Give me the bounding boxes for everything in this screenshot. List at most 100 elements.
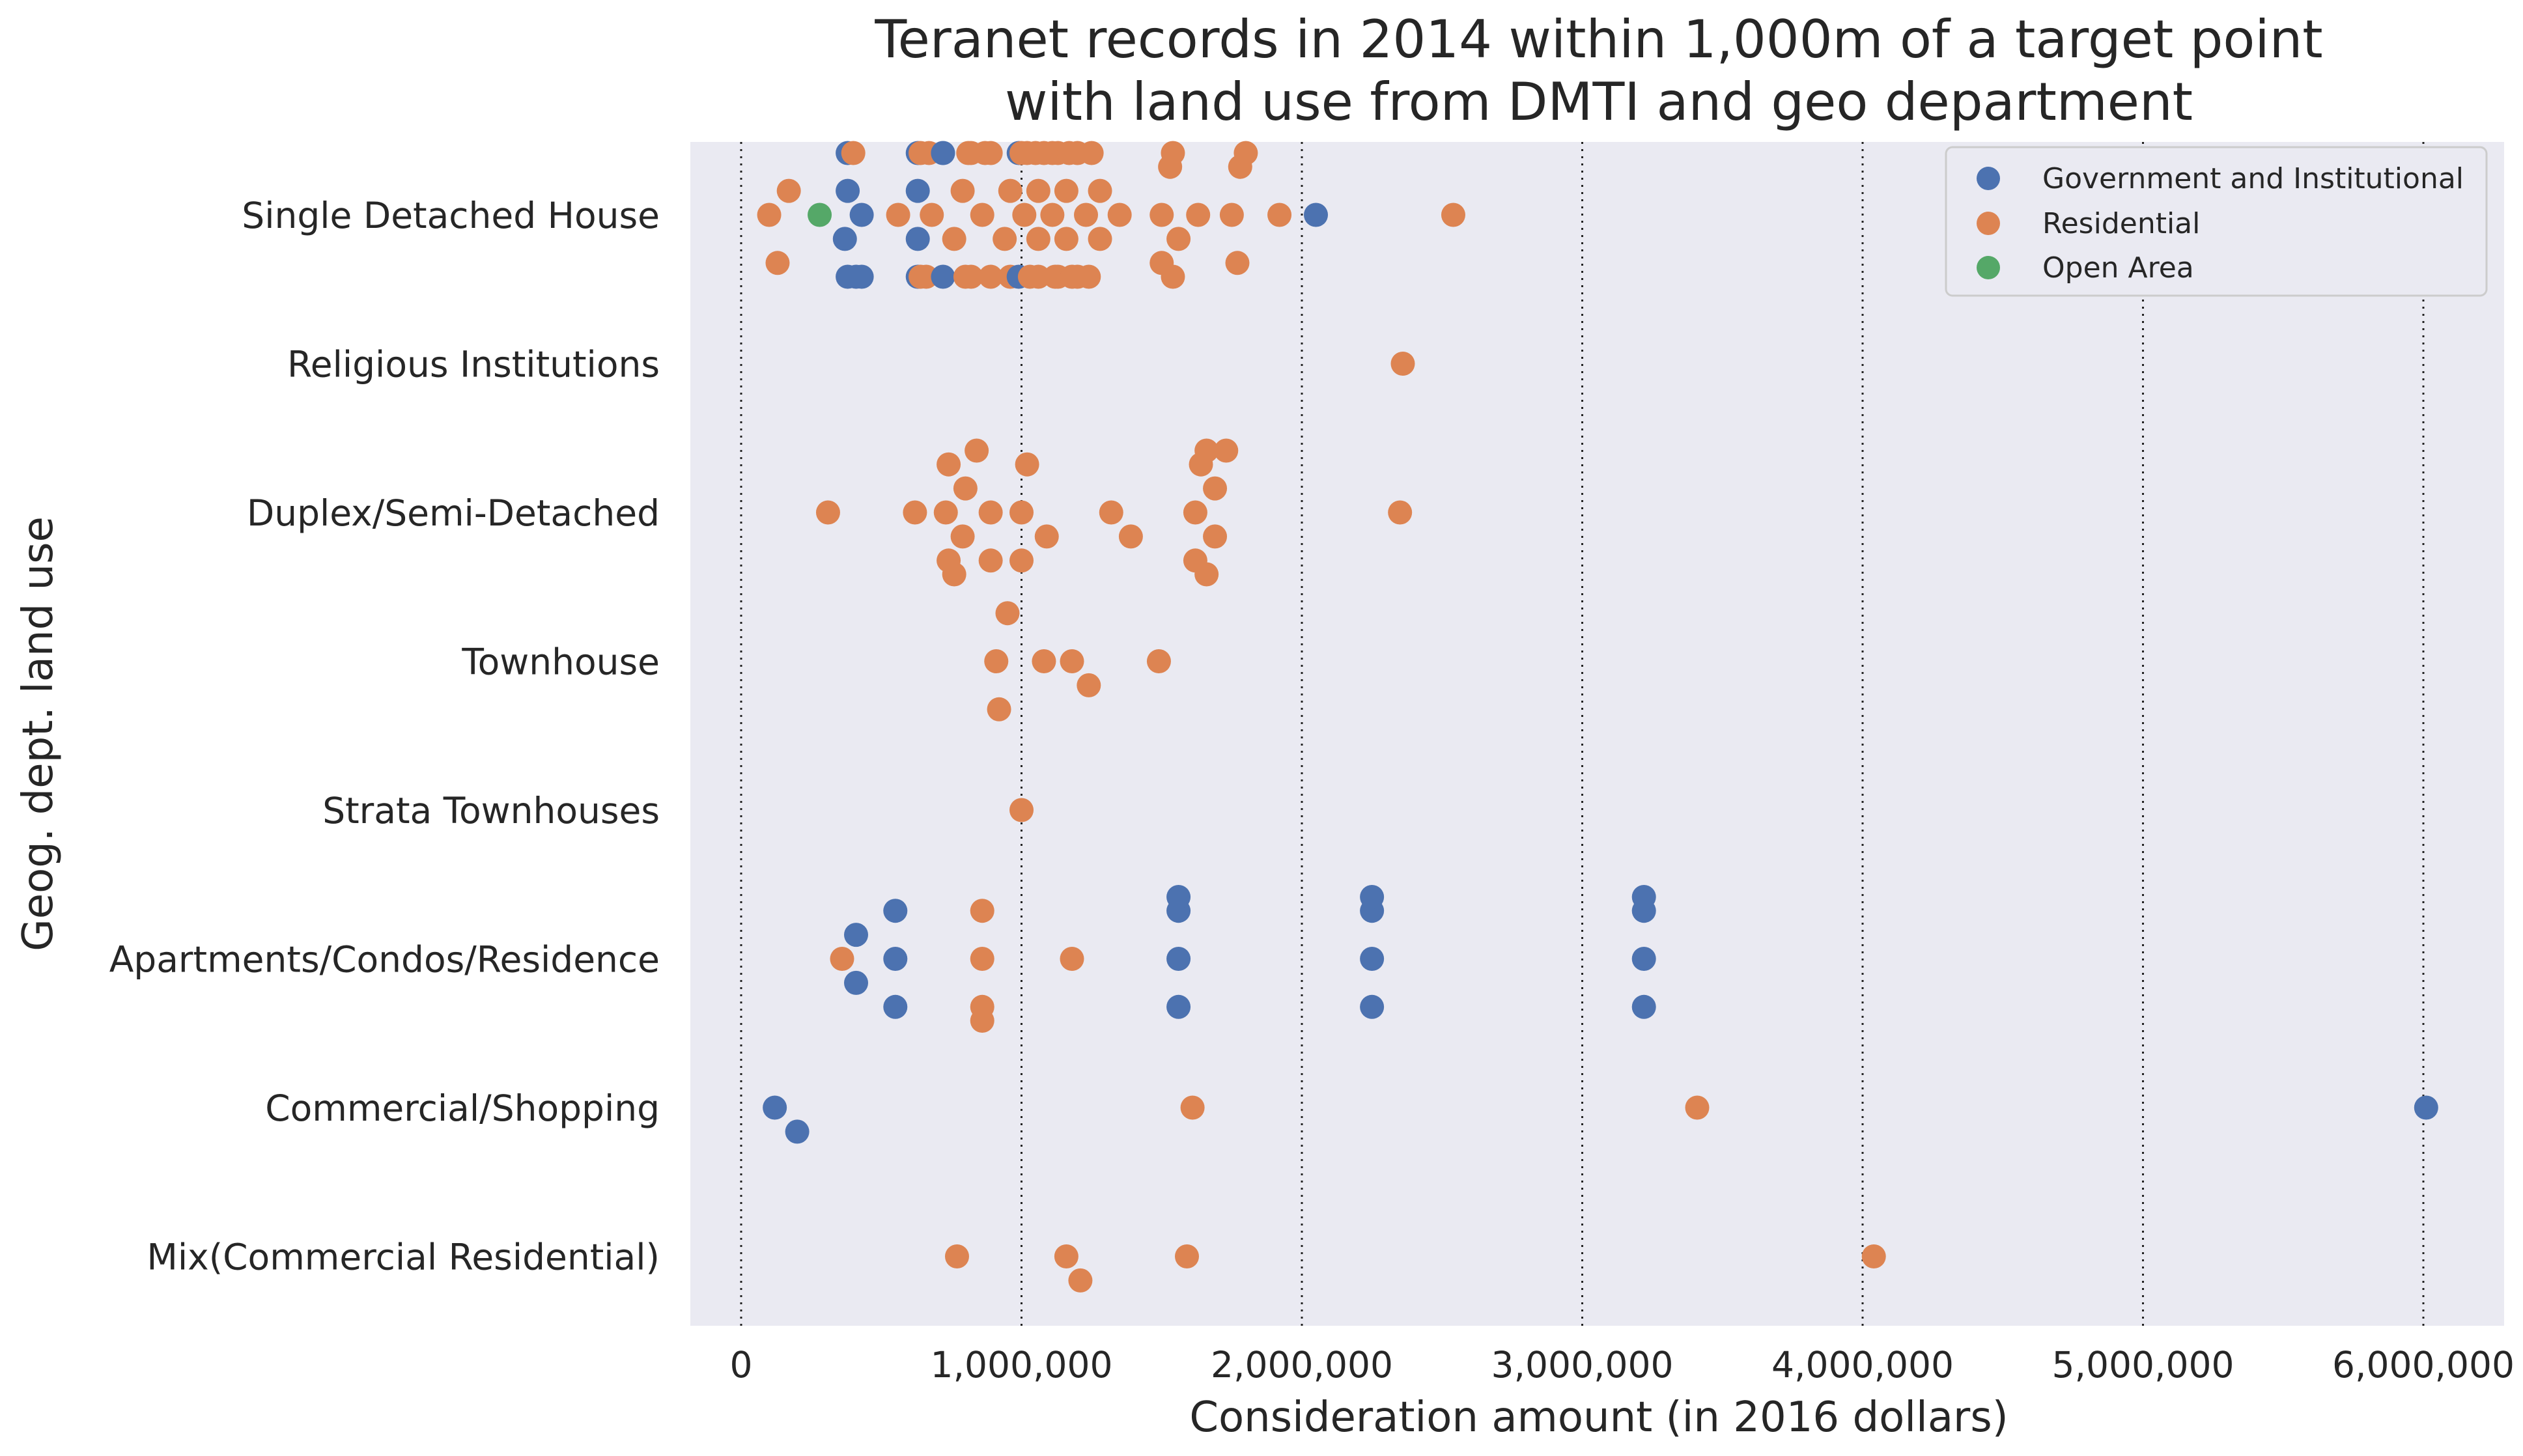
- point-residential: [1180, 1095, 1205, 1120]
- data-points: [757, 141, 2438, 1293]
- point-residential: [757, 203, 782, 227]
- point-residential: [970, 899, 994, 923]
- point-residential: [1194, 562, 1219, 587]
- point-government-and-institutional: [849, 264, 874, 289]
- point-residential: [1026, 227, 1050, 251]
- point-residential: [1012, 203, 1037, 227]
- point-residential: [937, 452, 961, 477]
- point-residential: [944, 1244, 969, 1268]
- point-residential: [953, 476, 978, 501]
- point-residential: [1009, 500, 1034, 525]
- point-residential: [1149, 203, 1174, 227]
- legend-label-government: Government and Institutional: [2042, 162, 2464, 195]
- point-residential: [1441, 203, 1465, 227]
- point-residential: [1166, 227, 1191, 251]
- point-government-and-institutional: [905, 178, 930, 203]
- point-residential: [950, 524, 975, 549]
- point-residential: [998, 178, 1022, 203]
- point-residential: [765, 251, 790, 275]
- point-government-and-institutional: [849, 203, 874, 227]
- point-government-and-institutional: [1360, 947, 1385, 971]
- point-residential: [1088, 178, 1112, 203]
- point-residential: [995, 601, 1020, 626]
- point-residential: [1077, 673, 1101, 697]
- point-government-and-institutional: [1631, 885, 1656, 909]
- x-tick-label: 2,000,000: [1211, 1344, 1393, 1386]
- point-residential: [970, 203, 994, 227]
- point-government-and-institutional: [1166, 885, 1191, 909]
- point-government-and-institutional: [844, 970, 869, 995]
- x-tick-label: 1,000,000: [931, 1344, 1113, 1386]
- point-residential: [978, 548, 1003, 573]
- chart-title-line-1: Teranet records in 2014 within 1,000m of…: [874, 9, 2322, 70]
- point-government-and-institutional: [883, 994, 908, 1019]
- point-residential: [1054, 178, 1078, 203]
- point-government-and-institutional: [1631, 994, 1656, 1019]
- legend-label-residential: Residential: [2042, 207, 2200, 240]
- legend-label-open-area: Open Area: [2042, 251, 2194, 285]
- point-residential: [1219, 203, 1244, 227]
- y-tick-label: Townhouse: [461, 641, 660, 683]
- point-residential: [978, 141, 1003, 165]
- point-residential: [815, 500, 840, 525]
- legend-marker-open-area: [1977, 256, 2000, 279]
- legend-marker-government: [1977, 167, 2000, 190]
- point-government-and-institutional: [1166, 947, 1191, 971]
- point-residential: [830, 947, 854, 971]
- point-residential: [1390, 352, 1415, 376]
- x-tick-label: 0: [730, 1344, 753, 1386]
- y-tick-label: Duplex/Semi-Detached: [247, 492, 660, 534]
- point-government-and-institutional: [1304, 203, 1329, 227]
- legend-marker-residential: [1977, 212, 2000, 235]
- point-residential: [886, 203, 910, 227]
- point-government-and-institutional: [785, 1119, 810, 1144]
- point-government-and-institutional: [844, 923, 869, 947]
- point-residential: [1214, 438, 1239, 463]
- point-government-and-institutional: [905, 227, 930, 251]
- point-government-and-institutional: [931, 141, 955, 165]
- point-residential: [1161, 264, 1185, 289]
- point-residential: [776, 178, 801, 203]
- point-residential: [1088, 227, 1112, 251]
- point-government-and-institutional: [1360, 994, 1385, 1019]
- point-residential: [1074, 203, 1099, 227]
- point-residential: [978, 264, 1003, 289]
- point-government-and-institutional: [832, 227, 857, 251]
- point-government-and-institutional: [763, 1095, 787, 1120]
- point-residential: [1146, 649, 1171, 673]
- y-axis-label: Geog. dept. land use: [14, 516, 63, 951]
- x-tick-label: 6,000,000: [2332, 1344, 2515, 1386]
- point-residential: [914, 264, 938, 289]
- point-residential: [1026, 264, 1050, 289]
- x-tick-label: 3,000,000: [1491, 1344, 1674, 1386]
- y-tick-label: Single Detached House: [242, 195, 660, 236]
- y-tick-label: Mix(Commercial Residential): [147, 1237, 660, 1278]
- point-residential: [942, 227, 966, 251]
- legend-frame: [1945, 146, 2488, 297]
- point-residential: [950, 178, 975, 203]
- point-government-and-institutional: [883, 947, 908, 971]
- point-residential: [1026, 178, 1050, 203]
- point-residential: [1194, 438, 1219, 463]
- point-government-and-institutional: [836, 178, 860, 203]
- point-residential: [1186, 203, 1211, 227]
- point-residential: [1034, 524, 1059, 549]
- point-residential: [1388, 500, 1413, 525]
- point-residential: [1060, 947, 1084, 971]
- y-tick-label: Commercial/Shopping: [265, 1087, 660, 1129]
- point-residential: [942, 562, 966, 587]
- point-residential: [993, 227, 1017, 251]
- point-residential: [1060, 649, 1084, 673]
- x-tick-labels: 0 1,000,000 2,000,000 3,000,000 4,000,000 5,0…: [730, 1344, 2515, 1386]
- point-residential: [965, 438, 989, 463]
- point-residential: [1032, 649, 1056, 673]
- point-residential: [1861, 1244, 1886, 1268]
- point-government-and-institutional: [883, 899, 908, 923]
- x-tick-label: 4,000,000: [1771, 1344, 1954, 1386]
- point-residential: [1174, 1244, 1199, 1268]
- point-residential: [1225, 251, 1250, 275]
- point-government-and-institutional: [2414, 1095, 2438, 1120]
- point-residential: [1107, 203, 1132, 227]
